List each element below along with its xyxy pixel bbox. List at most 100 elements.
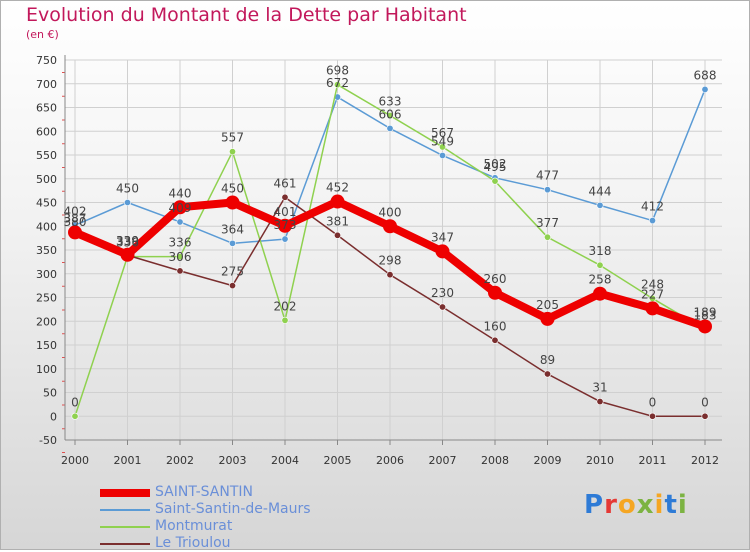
chart-title: Evolution du Montant de la Dette par Hab…	[26, 4, 467, 26]
y-tick-label: 250	[36, 292, 57, 305]
label-layer: 387 339 440 450 401 452 400 347 260 205 258 227 189 4…	[64, 64, 717, 410]
data-label: 412	[641, 200, 664, 214]
data-label: 402	[64, 204, 87, 218]
data-label: 440	[169, 186, 192, 200]
data-point	[173, 200, 187, 215]
data-point	[386, 124, 394, 132]
data-point	[383, 219, 397, 234]
y-tick-label: 450	[36, 197, 57, 210]
logo-letter: i	[677, 490, 688, 520]
axis-layer: -50 0 50 100 150 200 250 300 350 400 450 500 550 600 6…	[36, 54, 722, 467]
series-layer	[68, 81, 712, 420]
data-point	[176, 267, 184, 275]
x-tick-label: 2000	[61, 454, 89, 467]
data-label: 227	[641, 287, 664, 301]
data-label: 230	[431, 286, 454, 300]
data-label: 688	[694, 68, 717, 82]
logo-letter: t	[664, 490, 678, 520]
data-label: 347	[431, 230, 454, 244]
proxiti-logo: Proxiti	[584, 490, 688, 520]
y-tick-label: 300	[36, 268, 57, 281]
data-label: 260	[484, 272, 507, 286]
data-label: 336	[169, 236, 192, 250]
data-label: 387	[64, 211, 87, 225]
data-point	[596, 261, 604, 269]
y-tick-label: 650	[36, 102, 57, 115]
data-point	[491, 336, 499, 344]
data-label: 461	[274, 176, 297, 190]
data-point	[698, 319, 712, 334]
y-tick-label: 200	[36, 315, 57, 328]
y-tick-label: 350	[36, 244, 57, 257]
data-point	[543, 186, 551, 194]
data-point	[701, 412, 709, 420]
data-point	[124, 199, 132, 207]
y-tick-label: 50	[43, 387, 57, 400]
data-label: 248	[641, 277, 664, 291]
legend-swatch	[100, 526, 150, 528]
data-label: 202	[274, 299, 297, 313]
data-label: 336	[116, 236, 139, 250]
data-point	[281, 193, 289, 201]
data-point	[648, 412, 656, 420]
data-label: 401	[274, 205, 297, 219]
data-label: 318	[589, 244, 612, 258]
y-tick-label: 600	[36, 125, 57, 138]
data-point	[488, 285, 502, 300]
x-tick-label: 2007	[429, 454, 457, 467]
data-point	[229, 282, 237, 290]
y-tick-label: 100	[36, 363, 57, 376]
legend-label: Le Trioulou	[155, 535, 231, 551]
data-point	[281, 316, 289, 324]
x-tick-label: 2012	[691, 454, 719, 467]
x-tick-label: 2010	[586, 454, 614, 467]
data-label: 400	[379, 205, 402, 219]
data-point	[596, 398, 604, 406]
data-point	[543, 370, 551, 378]
data-point	[333, 231, 341, 239]
data-label: 364	[221, 222, 244, 236]
data-label: 189	[694, 305, 717, 319]
logo-letter: P	[584, 490, 605, 520]
data-label: 633	[379, 95, 402, 109]
data-point	[229, 148, 237, 156]
data-label: 495	[484, 160, 507, 174]
y-tick-label: 500	[36, 173, 57, 186]
data-label: 373	[274, 218, 297, 232]
data-point	[229, 239, 237, 247]
data-point	[701, 85, 709, 93]
data-label: 160	[484, 319, 507, 333]
data-point	[438, 143, 446, 151]
x-tick-label: 2008	[481, 454, 509, 467]
data-point	[438, 303, 446, 311]
data-label: 450	[116, 182, 139, 196]
data-point	[278, 218, 292, 233]
y-tick-label: 400	[36, 220, 57, 233]
y-tick-label: 750	[36, 54, 57, 67]
data-point	[593, 286, 607, 301]
logo-letter: r	[604, 490, 618, 520]
data-label: 450	[221, 182, 244, 196]
data-point	[435, 244, 450, 259]
data-label: 298	[379, 254, 402, 268]
legend-swatch	[100, 489, 150, 497]
data-label: 502	[484, 157, 507, 171]
data-point	[333, 81, 341, 89]
y-tick-label: 0	[50, 410, 57, 423]
data-label: 380	[64, 215, 87, 229]
y-tick-label: 550	[36, 149, 57, 162]
data-label: 452	[326, 181, 349, 195]
legend-label: SAINT-SANTIN	[155, 484, 253, 500]
data-point	[386, 112, 394, 120]
x-tick-label: 2001	[114, 454, 142, 467]
data-label: 258	[589, 273, 612, 287]
data-label: 31	[592, 381, 607, 395]
x-tick-label: 2005	[324, 454, 352, 467]
data-point	[176, 218, 184, 226]
x-tick-label: 2003	[219, 454, 247, 467]
x-tick-label: 2002	[166, 454, 194, 467]
data-label: 381	[326, 214, 349, 228]
data-point	[386, 271, 394, 279]
data-label: 0	[649, 395, 657, 409]
